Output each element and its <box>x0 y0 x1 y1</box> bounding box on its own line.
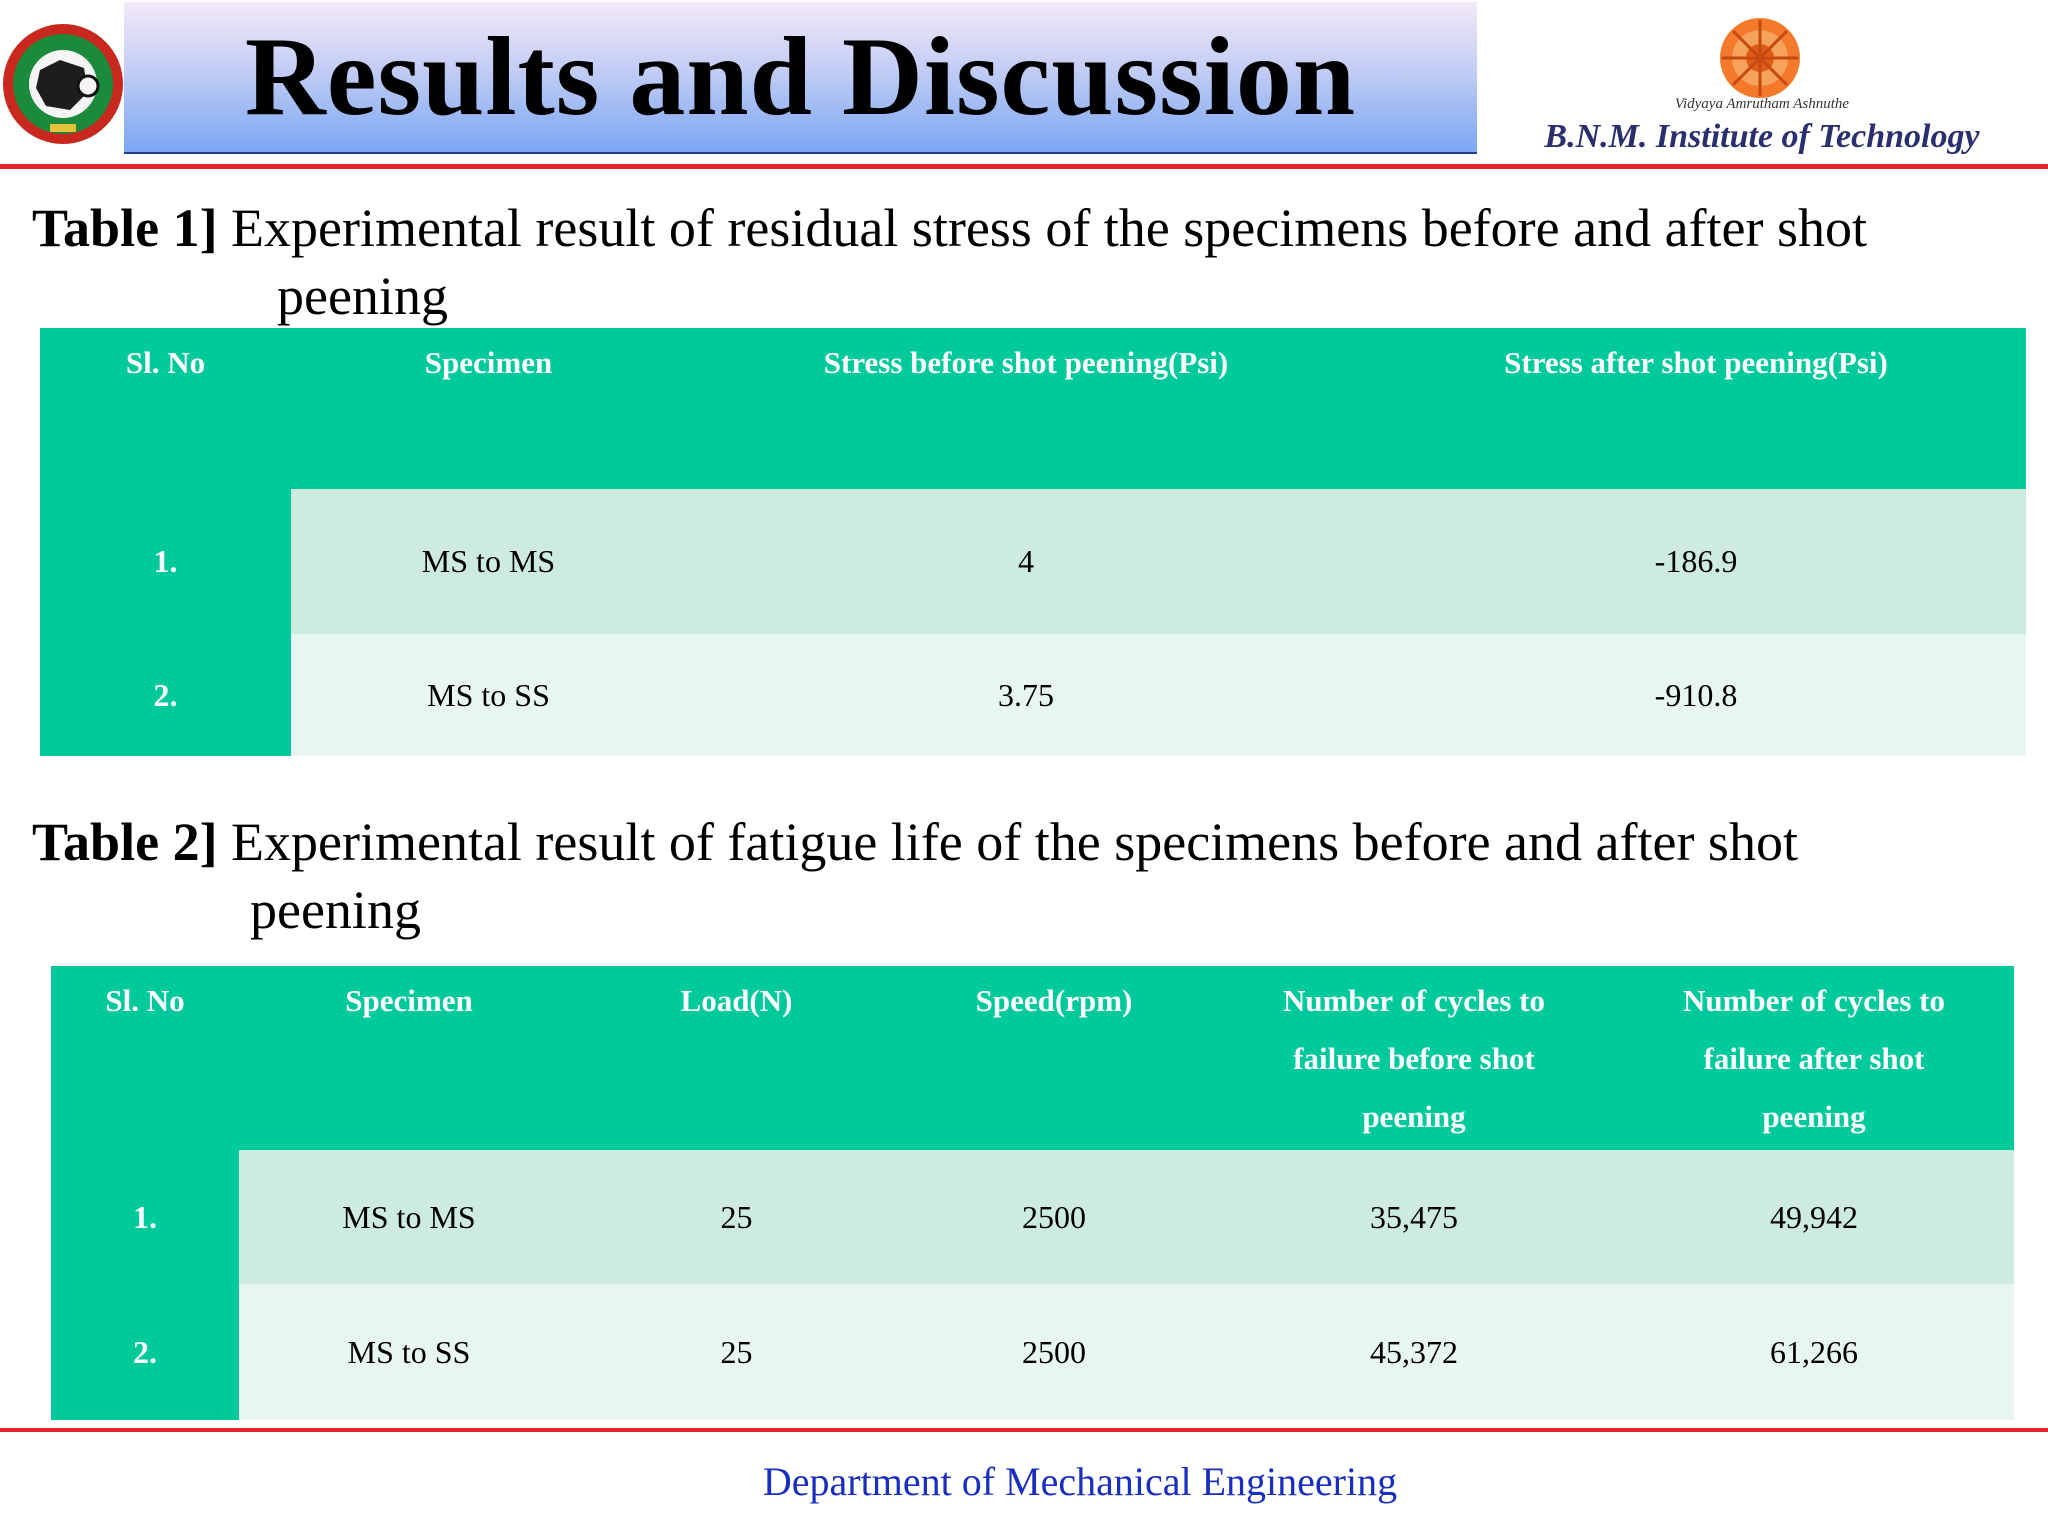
institute-motto: Vidyaya Amrutham Ashnuthe <box>1674 96 1850 112</box>
table-header-row: Sl. No Specimen Load(N) Speed(rpm) Numbe… <box>51 966 2014 1150</box>
table-row: 2. MS to SS 25 2500 45,372 61,266 <box>51 1284 2014 1420</box>
department-footer: Department of Mechanical Engineering <box>762 1459 1398 1504</box>
table-cell: -910.8 <box>1366 634 2026 756</box>
title-banner: Results and Discussion <box>124 2 1477 154</box>
column-header: Speed(rpm) <box>894 966 1214 1150</box>
table-cell: 2500 <box>894 1150 1214 1284</box>
table-cell: 2500 <box>894 1284 1214 1420</box>
table2-caption-label: Table 2] <box>32 812 218 872</box>
column-header: Stress before shot peening(Psi) <box>686 328 1366 489</box>
table2-caption-text: Experimental result of fatigue life of t… <box>231 812 1798 872</box>
institute-emblem-icon <box>1720 18 1800 98</box>
table-cell: 2. <box>40 634 291 756</box>
university-emblem-icon <box>0 20 126 148</box>
header-divider <box>0 164 2048 169</box>
column-header: Stress after shot peening(Psi) <box>1366 328 2026 489</box>
table-row: 2. MS to SS 3.75 -910.8 <box>40 634 2026 756</box>
table-cell: 1. <box>40 489 291 634</box>
table1-caption-label: Table 1] <box>32 198 218 258</box>
column-header: Specimen <box>239 966 579 1150</box>
table-cell: 25 <box>579 1284 894 1420</box>
table-cell: 3.75 <box>686 634 1366 756</box>
table-header-row: Sl. No Specimen Stress before shot peeni… <box>40 328 2026 489</box>
table-cell: MS to SS <box>239 1284 579 1420</box>
table-cell: 61,266 <box>1614 1284 2014 1420</box>
table1-caption: Table 1] Experimental result of residual… <box>32 194 1992 330</box>
column-header: Load(N) <box>579 966 894 1150</box>
table-cell: 2. <box>51 1284 239 1420</box>
table-cell: 45,372 <box>1214 1284 1614 1420</box>
institute-name: B.N.M. Institute of Technology <box>1544 118 1980 155</box>
table2-caption: Table 2] Experimental result of fatigue … <box>32 808 1992 944</box>
table1-caption-cont: peening <box>277 266 448 326</box>
table1-caption-text: Experimental result of residual stress o… <box>231 198 1867 258</box>
table-cell: MS to SS <box>291 634 686 756</box>
table2-caption-cont: peening <box>250 880 421 940</box>
fatigue-life-table: Sl. No Specimen Load(N) Speed(rpm) Numbe… <box>51 966 2014 1420</box>
table-row: 1. MS to MS 4 -186.9 <box>40 489 2026 634</box>
table-cell: 25 <box>579 1150 894 1284</box>
table-cell: 1. <box>51 1150 239 1284</box>
table-cell: 49,942 <box>1614 1150 2014 1284</box>
table-row: 1. MS to MS 25 2500 35,475 49,942 <box>51 1150 2014 1284</box>
column-header: Sl. No <box>51 966 239 1150</box>
table-cell: MS to MS <box>239 1150 579 1284</box>
page-title: Results and Discussion <box>244 15 1357 139</box>
table-cell: 4 <box>686 489 1366 634</box>
footer-divider <box>0 1428 2048 1432</box>
table-cell: -186.9 <box>1366 489 2026 634</box>
residual-stress-table: Sl. No Specimen Stress before shot peeni… <box>40 328 2026 756</box>
table-cell: MS to MS <box>291 489 686 634</box>
column-header: Sl. No <box>40 328 291 489</box>
column-header: Number of cycles to failure after shot p… <box>1614 966 2014 1150</box>
table-cell: 35,475 <box>1214 1150 1614 1284</box>
column-header: Number of cycles to failure before shot … <box>1214 966 1614 1150</box>
institute-logo <box>1478 8 2038 164</box>
column-header: Specimen <box>291 328 686 489</box>
